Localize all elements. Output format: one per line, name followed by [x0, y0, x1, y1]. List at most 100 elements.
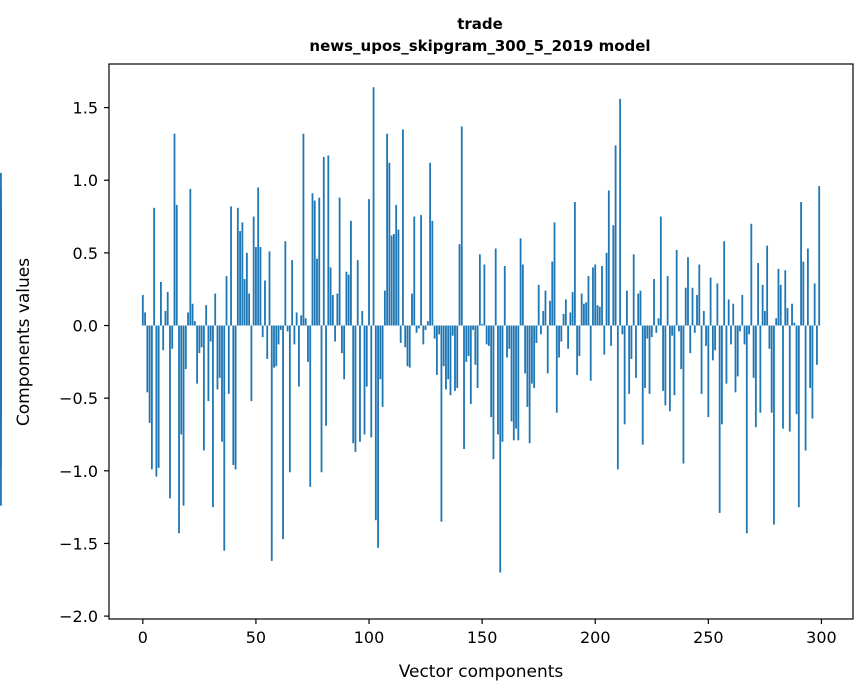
y-tick-label: 1.5: [73, 99, 98, 118]
bar: [463, 325, 465, 450]
x-axis-ticks: 0 50 100 150 200 250 300: [138, 619, 837, 647]
bar: [766, 245, 769, 326]
bar: [655, 325, 658, 333]
bar: [377, 325, 379, 548]
bar: [488, 325, 490, 346]
bar: [580, 293, 583, 326]
bar: [571, 292, 574, 326]
bar: [440, 325, 443, 522]
bar: [621, 325, 624, 335]
bar: [363, 325, 366, 435]
bar: [209, 325, 212, 342]
bar: [596, 305, 599, 326]
bar: [646, 325, 649, 339]
y-tick-label: −1.0: [59, 462, 98, 481]
bar: [508, 325, 511, 349]
bar: [537, 284, 540, 326]
bar: [171, 325, 174, 349]
bar: [530, 325, 533, 384]
bar: [433, 325, 436, 339]
y-axis-label: Components values: [14, 258, 34, 426]
bar: [671, 325, 674, 336]
bar: [467, 325, 470, 357]
bar: [248, 293, 251, 326]
bar: [304, 318, 307, 326]
bar: [148, 325, 151, 423]
bar: [164, 310, 167, 326]
bar: [773, 325, 775, 525]
bar: [268, 251, 271, 326]
bar: [682, 325, 685, 464]
bar: [270, 325, 273, 561]
bar: [196, 325, 199, 384]
bar: [813, 283, 816, 326]
bar: [426, 321, 429, 326]
bar: [302, 133, 305, 326]
bar: [227, 325, 230, 394]
bar: [700, 325, 703, 394]
bar: [533, 325, 536, 388]
bar: [347, 274, 350, 326]
bar: [162, 325, 165, 351]
bar: [535, 325, 538, 343]
bar: [650, 325, 653, 338]
bar: [564, 299, 567, 326]
bar: [356, 260, 359, 326]
bar: [0, 325, 2, 506]
bar: [603, 325, 606, 355]
bar: [354, 325, 357, 452]
bar: [173, 133, 176, 326]
bar: [632, 254, 635, 326]
bar: [718, 325, 721, 513]
x-tick-label: 0: [138, 628, 148, 647]
bar: [745, 325, 748, 534]
bar: [259, 247, 262, 326]
bar: [637, 293, 640, 326]
bar: [662, 325, 664, 391]
bar: [748, 325, 750, 335]
bar: [524, 325, 527, 374]
bar: [730, 325, 732, 345]
x-axis-label: Vector components: [399, 662, 564, 682]
bar: [562, 313, 565, 326]
bar: [230, 206, 232, 326]
bar: [316, 258, 318, 326]
bar: [284, 241, 287, 326]
bar: [673, 325, 676, 396]
bar: [465, 325, 468, 362]
bar: [788, 325, 791, 432]
bar: [435, 325, 438, 375]
bar: [573, 202, 576, 326]
bar: [675, 249, 678, 326]
bar: [818, 186, 821, 326]
bar: [483, 264, 486, 326]
bar: [478, 254, 481, 326]
bar: [521, 264, 524, 326]
bar: [340, 325, 343, 354]
bar: [205, 305, 208, 326]
bar: [153, 207, 156, 326]
bar: [607, 190, 610, 326]
bar: [313, 200, 316, 326]
bar: [469, 325, 472, 404]
bar: [157, 325, 160, 468]
bar: [320, 325, 323, 473]
bar: [300, 315, 303, 326]
bar: [583, 303, 585, 326]
bar: [560, 325, 563, 342]
bar: [494, 248, 497, 326]
bar: [644, 325, 646, 388]
bar: [291, 260, 294, 326]
bar: [277, 325, 280, 345]
bar: [555, 325, 558, 413]
bar: [178, 325, 180, 534]
bar: [327, 155, 330, 326]
bar: [218, 325, 221, 378]
x-tick-label: 150: [467, 628, 498, 647]
bar: [374, 325, 377, 521]
bar: [352, 325, 355, 444]
bar: [689, 325, 692, 354]
bar: [417, 325, 420, 329]
bar: [216, 325, 219, 390]
bar: [587, 276, 590, 326]
